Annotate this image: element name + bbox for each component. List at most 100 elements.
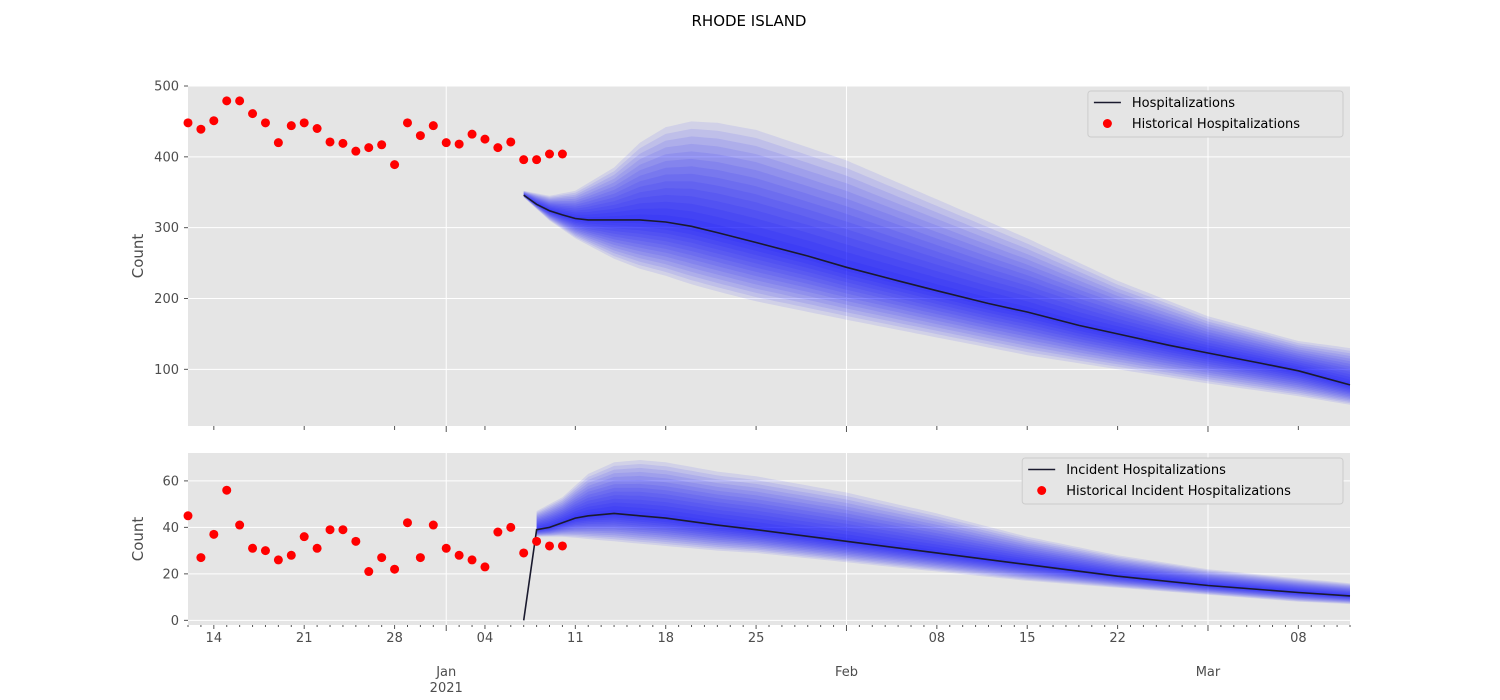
- uncertainty-band: [523, 194, 1350, 390]
- uncertainty-band: [536, 491, 1350, 600]
- x-tick-label: 21: [296, 631, 313, 646]
- uncertainty-band: [536, 506, 1350, 598]
- panel-incident-hospitalizations: 0 20 40 60 Count Incident Hospitalizations His…: [129, 453, 1351, 631]
- uncertainty-band: [536, 460, 1350, 605]
- legend-box: [1087, 90, 1344, 138]
- historical-point: [196, 124, 206, 134]
- historical-point: [273, 138, 283, 148]
- x-tick-label-month: Mar: [1196, 665, 1221, 680]
- historical-point: [209, 529, 219, 539]
- historical-point: [415, 131, 425, 141]
- historical-point: [532, 536, 542, 546]
- historical-point: [493, 143, 503, 153]
- historical-point: [196, 553, 206, 563]
- legend-point-swatch: [1037, 486, 1047, 495]
- historical-point: [506, 522, 516, 532]
- x-tick-label: 15: [1019, 631, 1036, 646]
- historical-point: [325, 525, 335, 535]
- y-tick-label: 100: [154, 363, 179, 378]
- historical-point: [480, 134, 490, 144]
- x-tick-label: 08: [1290, 631, 1307, 646]
- historical-point: [183, 511, 193, 521]
- x-tick-label: 28: [386, 631, 403, 646]
- uncertainty-band: [523, 143, 1350, 401]
- y-tick-label: 60: [162, 474, 179, 489]
- historical-point: [260, 546, 270, 556]
- x-tick-label: 08: [929, 631, 946, 646]
- historical-point: [402, 518, 412, 528]
- historical-point: [248, 543, 258, 553]
- uncertainty-band: [536, 502, 1350, 598]
- chart-title: RHODE ISLAND: [692, 12, 807, 30]
- uncertainty-band: [536, 479, 1350, 602]
- historical-point: [545, 149, 555, 159]
- x-tick-label: 14: [206, 631, 223, 646]
- uncertainty-band: [536, 464, 1350, 604]
- historical-point: [519, 155, 529, 165]
- historical-point: [338, 525, 348, 535]
- historical-point: [325, 137, 335, 147]
- historical-point: [286, 121, 296, 131]
- x-tick-label: 04: [477, 631, 494, 646]
- legend-entry: Incident Hospitalizations: [1066, 463, 1226, 478]
- historical-point: [441, 543, 451, 553]
- y-tick-label: 200: [154, 292, 179, 307]
- historical-point: [377, 553, 387, 563]
- uncertainty-band: [523, 121, 1350, 405]
- historical-point: [364, 143, 374, 153]
- uncertainty-band: [536, 498, 1350, 599]
- historical-point: [480, 562, 490, 572]
- uncertainty-band: [523, 151, 1350, 400]
- legend: Hospitalizations Historical Hospitalizati…: [1087, 90, 1344, 138]
- uncertainty-band: [523, 158, 1350, 398]
- historical-point: [312, 543, 322, 553]
- historical-point: [286, 550, 296, 560]
- legend-entry: Historical Hospitalizations: [1132, 117, 1300, 132]
- historical-point: [454, 139, 464, 149]
- historical-point: [273, 555, 283, 565]
- historical-point: [390, 564, 400, 574]
- uncertainty-band: [536, 495, 1350, 599]
- historical-point: [545, 541, 555, 551]
- historical-point: [557, 541, 567, 551]
- historical-point: [390, 160, 400, 170]
- historical-point: [248, 109, 258, 119]
- y-tick-label: 40: [162, 521, 179, 536]
- historical-point: [235, 96, 245, 106]
- historical-point: [351, 146, 361, 156]
- historical-point: [415, 553, 425, 563]
- historical-point: [312, 124, 322, 133]
- y-tick-label: 20: [162, 567, 179, 582]
- historical-point: [428, 520, 438, 530]
- x-axis: 14 21 28 04 11 18 25 08 15 22 08 Jan 2021 Feb Mar: [206, 631, 1307, 696]
- uncertainty-band: [536, 471, 1350, 603]
- y-axis-label: Count: [129, 234, 147, 279]
- historical-point: [402, 118, 412, 128]
- y-tick-label: 500: [154, 80, 179, 95]
- historical-point: [557, 149, 567, 159]
- historical-point: [235, 520, 245, 530]
- historical-point: [209, 116, 219, 126]
- historical-point: [428, 121, 438, 131]
- historical-point: [454, 550, 464, 560]
- uncertainty-band: [523, 128, 1350, 404]
- historical-point: [338, 138, 348, 148]
- series-line-median: [523, 194, 1351, 386]
- historical-point: [222, 96, 232, 106]
- x-tick-label: 11: [567, 631, 584, 646]
- historical-point: [467, 129, 477, 139]
- y-axis-label: Count: [129, 517, 147, 562]
- uncertainty-band: [523, 193, 1350, 391]
- historical-point: [299, 532, 309, 542]
- historical-point: [183, 118, 193, 128]
- uncertainty-band: [536, 483, 1350, 601]
- uncertainty-band: [523, 136, 1350, 402]
- historical-point: [467, 555, 477, 565]
- legend-entry: Historical Incident Hospitalizations: [1066, 484, 1291, 499]
- historical-point: [351, 536, 361, 546]
- historical-point: [364, 567, 374, 577]
- uncertainty-band: [536, 467, 1350, 603]
- historical-point: [441, 138, 451, 148]
- legend-box: [1021, 457, 1344, 505]
